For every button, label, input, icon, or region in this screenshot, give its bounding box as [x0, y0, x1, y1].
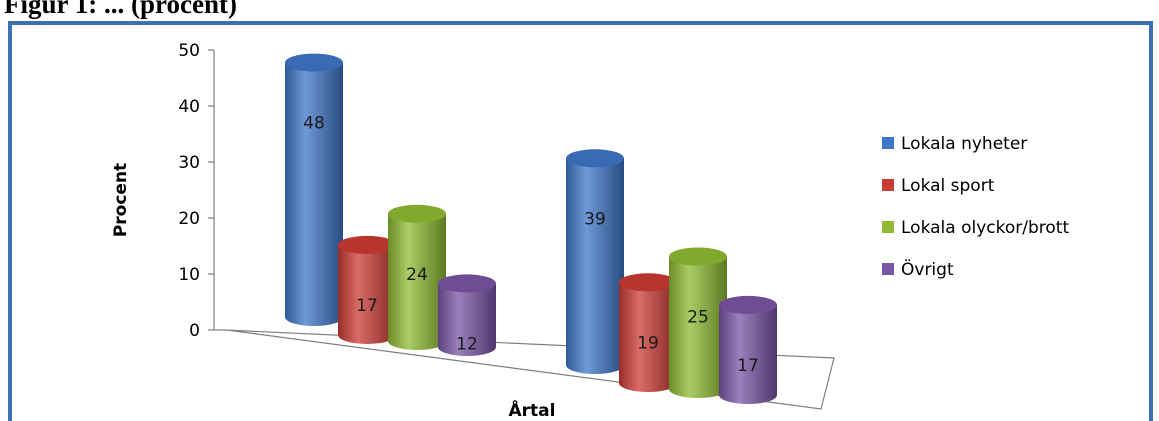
legend-label: Lokala nyheter: [901, 134, 1027, 154]
bar-top: [285, 53, 343, 72]
y-tick-label: 50: [178, 41, 200, 61]
bar: 19: [619, 273, 677, 392]
bar-body: [438, 283, 496, 356]
y-axis-title: Procent: [111, 163, 131, 237]
data-label: 24: [406, 265, 428, 285]
bar-body: [669, 256, 727, 398]
bar-body: [338, 244, 396, 344]
legend-swatch: [882, 263, 894, 275]
bar-top: [669, 247, 727, 266]
data-label: 17: [737, 356, 759, 376]
bars-layer: 48 17 24 12 39 19 25 17: [285, 53, 777, 404]
bar: 12: [438, 274, 496, 356]
legend-swatch: [882, 221, 894, 233]
chart-floor: [214, 329, 835, 410]
bar-body: [619, 282, 677, 392]
x-axis-title: Årtal: [509, 398, 556, 421]
legend-label: Övrigt: [901, 258, 954, 280]
data-label: 12: [456, 334, 478, 354]
legend-item: Lokal sport: [882, 176, 995, 196]
legend-label: Lokala olyckor/brott: [901, 218, 1069, 238]
bar: 24: [388, 204, 446, 350]
chart-frame: 0 10 20 30 40 50 48 17 24 12 39 19 25 17 Lokala nyhe…: [8, 21, 1153, 421]
bar-top: [388, 204, 446, 223]
bar-chart-3d: 0 10 20 30 40 50 48 17 24 12 39 19 25 17 Lokala nyhe…: [111, 41, 1069, 421]
bar-body: [285, 62, 343, 326]
data-label: 48: [303, 114, 325, 134]
legend-swatch: [882, 137, 894, 149]
bar-top: [338, 235, 396, 254]
y-tick-label: 0: [189, 321, 200, 341]
floor-outline: [214, 329, 835, 410]
legend-item: Övrigt: [882, 258, 954, 280]
bar-top: [566, 149, 624, 168]
legend-item: Lokala olyckor/brott: [882, 218, 1069, 238]
bar-body: [719, 304, 777, 404]
bar: 17: [338, 235, 396, 344]
y-tick-label: 10: [178, 265, 200, 285]
data-label: 25: [687, 308, 709, 328]
legend-item: Lokala nyheter: [882, 134, 1027, 154]
bar-body: [388, 213, 446, 350]
bar-top: [719, 295, 777, 314]
y-tick-label: 20: [178, 209, 200, 229]
bar-top: [438, 274, 496, 293]
data-label: 39: [584, 209, 606, 229]
bar: 17: [719, 295, 777, 404]
legend-swatch: [882, 179, 894, 191]
bar: 39: [566, 149, 624, 374]
y-tick-label: 40: [178, 97, 200, 117]
y-axis: 0 10 20 30 40 50: [178, 41, 214, 341]
data-label: 17: [356, 296, 378, 316]
legend-label: Lokal sport: [901, 176, 995, 196]
y-tick-label: 30: [178, 153, 200, 173]
data-label: 19: [637, 333, 659, 353]
bar-top: [619, 273, 677, 292]
bar: 48: [285, 53, 343, 326]
bar: 25: [669, 247, 727, 398]
legend: Lokala nyheter Lokal sport Lokala olyckor/…: [882, 134, 1069, 280]
bar-body: [566, 158, 624, 374]
chart-caption: Figur 1: ... (procent): [4, 0, 237, 19]
